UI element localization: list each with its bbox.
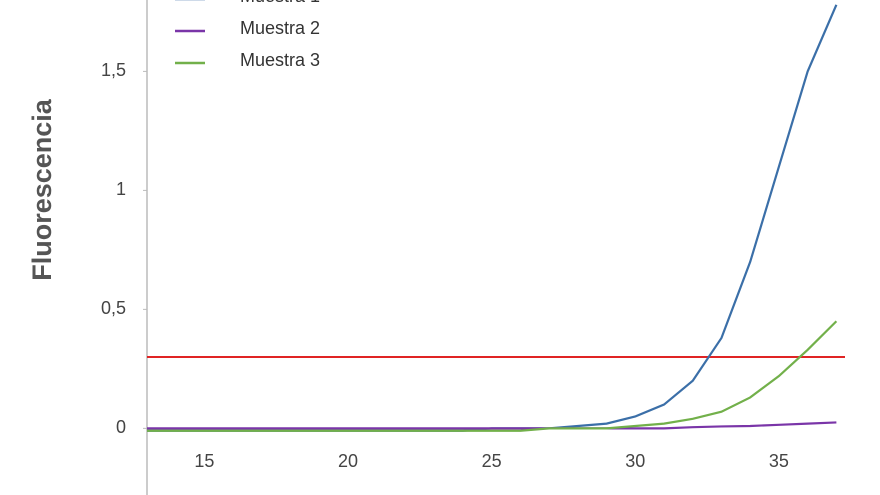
x-tick-label: 20 [338, 451, 358, 471]
series-line [147, 421, 837, 430]
legend-label: Muestra 1 [240, 0, 320, 6]
x-tick-label: 35 [769, 451, 789, 471]
series-line [147, 320, 838, 432]
x-tick-label: 25 [482, 451, 502, 471]
x-tick-label: 15 [194, 451, 214, 471]
legend-label: Muestra 2 [240, 18, 320, 38]
x-tick-label: 30 [625, 451, 645, 471]
y-tick-label: 1 [116, 179, 126, 199]
y-axis-label: Fluorescencia [27, 98, 57, 281]
y-tick-label: 1,5 [101, 60, 126, 80]
y-tick-label: 0 [116, 417, 126, 437]
y-tick-label: 0,5 [101, 298, 126, 318]
legend-label: Muestra 3 [240, 50, 320, 70]
